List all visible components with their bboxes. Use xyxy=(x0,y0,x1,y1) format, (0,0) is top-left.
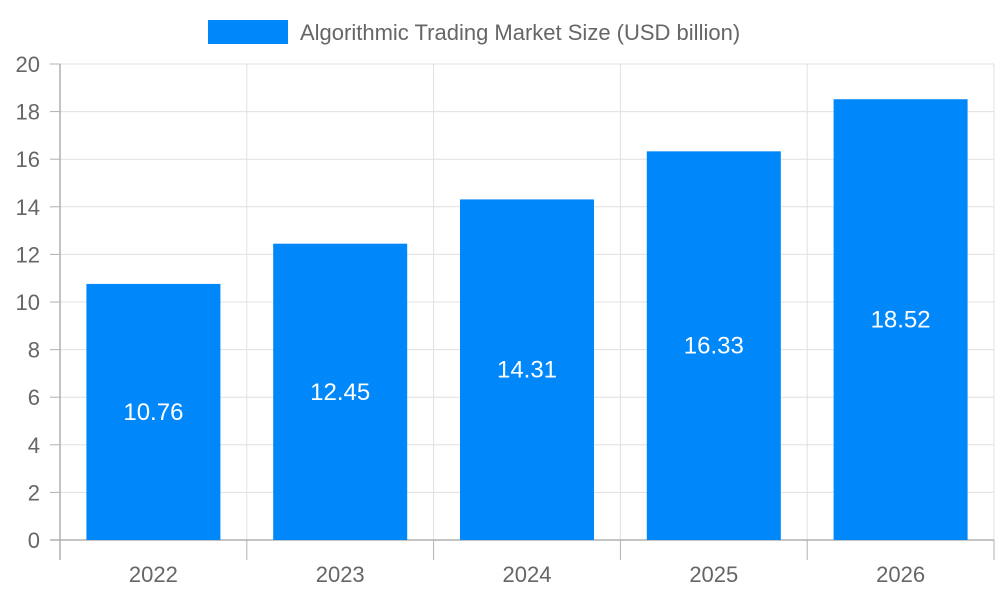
data-label-2026: 18.52 xyxy=(871,307,931,334)
legend-swatch xyxy=(208,20,288,44)
y-tick-label: 8 xyxy=(28,338,40,363)
x-tick-label: 2023 xyxy=(316,562,365,587)
data-labels: 10.76 12.45 14.31 16.33 18.52 xyxy=(123,307,930,426)
x-tick-label: 2022 xyxy=(129,562,178,587)
bars xyxy=(86,99,968,540)
y-tick-label: 14 xyxy=(16,195,40,220)
x-tick-label: 2026 xyxy=(876,562,925,587)
bar-2024[interactable] xyxy=(460,199,594,540)
data-label-2023: 12.45 xyxy=(310,379,370,406)
legend[interactable]: Algorithmic Trading Market Size (USD bil… xyxy=(208,20,740,45)
bar-2022[interactable] xyxy=(86,283,221,540)
legend-label: Algorithmic Trading Market Size (USD bil… xyxy=(300,20,740,45)
data-label-2022: 10.76 xyxy=(123,399,183,426)
y-axis-ticks: 0 2 4 6 8 10 12 14 16 18 20 xyxy=(16,52,40,553)
y-tick-label: 4 xyxy=(28,433,40,458)
bar-2026[interactable] xyxy=(833,99,968,540)
data-label-2024: 14.31 xyxy=(497,357,557,384)
bar-2023[interactable] xyxy=(273,243,408,540)
y-tick-label: 16 xyxy=(16,147,40,172)
x-axis-ticks: 2022 2023 2024 2025 2026 xyxy=(129,562,925,587)
data-label-2025: 16.33 xyxy=(684,333,744,360)
bar-2025[interactable] xyxy=(646,151,781,540)
x-tick-label: 2025 xyxy=(689,562,738,587)
x-tick-label: 2024 xyxy=(503,562,552,587)
y-tick-label: 10 xyxy=(16,290,40,315)
y-tick-label: 18 xyxy=(16,100,40,125)
y-tick-label: 20 xyxy=(16,52,40,77)
y-tick-label: 12 xyxy=(16,242,40,267)
y-tick-label: 2 xyxy=(28,480,40,505)
y-tick-label: 0 xyxy=(28,528,40,553)
y-tick-label: 6 xyxy=(28,385,40,410)
